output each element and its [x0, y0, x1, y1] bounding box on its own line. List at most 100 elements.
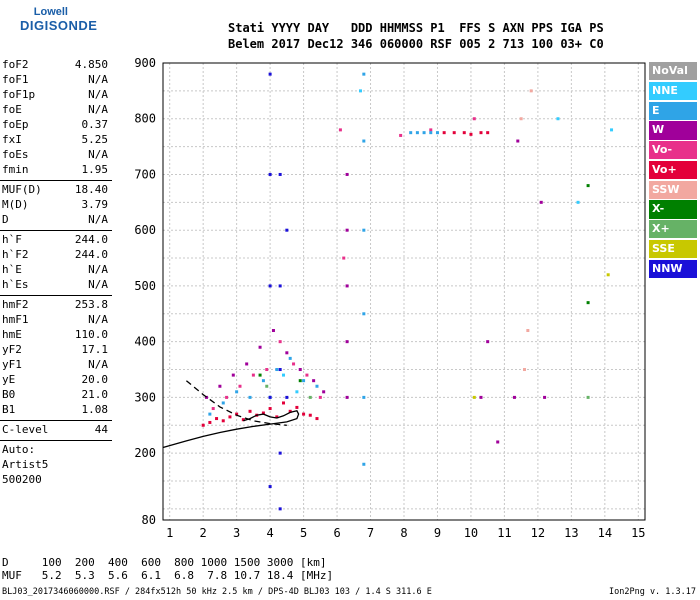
- point-nnw: [268, 284, 272, 288]
- param-row: foE N/A: [0, 103, 112, 118]
- param-separator: [0, 180, 112, 181]
- point-sse: [606, 273, 610, 277]
- param-key: Artist5: [2, 458, 49, 471]
- point-w: [218, 384, 222, 388]
- legend-item-x-: X-: [649, 200, 697, 219]
- point-vo-: [268, 407, 272, 411]
- digisonde-logo: Lowell DIGISONDE: [2, 6, 97, 46]
- point-vo-: [208, 420, 212, 424]
- y-tick-label: 200: [134, 446, 156, 460]
- param-key: fxI: [2, 133, 22, 146]
- file-info: BLJ03_2017346060000.RSF / 284fx512h 50 k…: [2, 587, 432, 597]
- x-tick-label: 8: [400, 526, 407, 540]
- x-tick-label: 11: [497, 526, 511, 540]
- x-tick-label: 13: [564, 526, 578, 540]
- point-nnw: [268, 395, 272, 399]
- point-vo-: [215, 417, 219, 421]
- point-x-: [258, 373, 262, 377]
- x-tick-label: 7: [367, 526, 374, 540]
- point-nnw: [278, 451, 282, 455]
- point-vo-: [278, 340, 282, 344]
- point-vo-: [308, 413, 312, 417]
- point-vo-: [241, 418, 245, 422]
- point-w: [516, 139, 520, 143]
- point-vo-: [238, 384, 242, 388]
- param-value: N/A: [88, 103, 108, 116]
- point-nnw: [278, 284, 282, 288]
- param-row: h`F 244.0: [0, 233, 112, 248]
- legend-item-e: E: [649, 101, 697, 120]
- param-value: 1.08: [81, 403, 109, 416]
- param-row: Auto:: [0, 443, 112, 458]
- point-vo-: [462, 131, 466, 135]
- profile-solid: [162, 410, 300, 449]
- point-vo-: [225, 395, 229, 399]
- muf-table: D 100 200 400 600 800 1000 1500 3000 [km…: [2, 556, 333, 582]
- point-nnw: [278, 172, 282, 176]
- point-w: [258, 345, 262, 349]
- point-vo-: [292, 362, 296, 366]
- param-row: h`Es N/A: [0, 278, 112, 293]
- point-vo-: [248, 409, 252, 413]
- param-value: N/A: [88, 148, 108, 161]
- param-row: B1 1.08: [0, 403, 112, 418]
- point-x-: [298, 379, 302, 383]
- param-value: 17.1: [81, 343, 109, 356]
- point-e: [362, 72, 366, 76]
- param-key: hmF2: [2, 298, 29, 311]
- point-w: [496, 440, 500, 444]
- point-vo-: [399, 133, 403, 137]
- point-w: [285, 351, 289, 355]
- param-key: foF1p: [2, 88, 36, 101]
- point-vo-: [275, 415, 279, 419]
- param-row: 500200: [0, 473, 112, 488]
- header-line1: Stati YYYY DAY DDD HHMMSS P1 FFS S AXN P…: [228, 21, 604, 35]
- point-e: [362, 228, 366, 232]
- plot-frame: [162, 62, 646, 521]
- y-tick-label: 900: [134, 56, 156, 70]
- point-nnw: [285, 395, 289, 399]
- param-row: foF2 4.850: [0, 58, 112, 73]
- point-vo-: [295, 405, 299, 409]
- param-key: yF2: [2, 343, 22, 356]
- param-value: 244.0: [74, 233, 108, 246]
- point-vo-: [302, 412, 306, 416]
- param-key: yF1: [2, 358, 22, 371]
- param-value: N/A: [88, 278, 108, 291]
- point-w: [512, 395, 516, 399]
- param-row: yF1 N/A: [0, 358, 112, 373]
- point-vo-: [442, 131, 446, 135]
- param-key: foF2: [2, 58, 29, 71]
- param-key: h`E: [2, 263, 22, 276]
- point-x-: [265, 384, 269, 388]
- parameters-panel: foF2 4.850 foF1 N/A foF1p N/A foE N/A foEp 0.37 fx…: [0, 58, 112, 488]
- point-nne: [576, 200, 580, 204]
- param-key: foE: [2, 103, 22, 116]
- legend-item-vo-: Vo-: [649, 141, 697, 160]
- point-w: [312, 379, 316, 383]
- point-vo-: [472, 117, 476, 121]
- param-key: h`Es: [2, 278, 29, 291]
- legend-item-ssw: SSW: [649, 180, 697, 199]
- param-key: Auto:: [2, 443, 36, 456]
- param-key: M(D): [2, 198, 29, 211]
- param-key: h`F2: [2, 248, 29, 261]
- param-separator: [0, 230, 112, 231]
- point-e: [362, 395, 366, 399]
- point-vo-: [342, 256, 346, 260]
- x-tick-label: 3: [233, 526, 240, 540]
- param-row: D N/A: [0, 213, 112, 228]
- point-e: [208, 412, 212, 416]
- param-value: 18.40: [74, 183, 108, 196]
- param-row: fxI 5.25: [0, 133, 112, 148]
- x-tick-label: 2: [200, 526, 207, 540]
- point-nnw: [268, 172, 272, 176]
- chart-lines: [162, 380, 300, 449]
- x-tick-label: 9: [434, 526, 441, 540]
- param-row: hmF1 N/A: [0, 313, 112, 328]
- param-separator: [0, 440, 112, 441]
- point-nnw: [268, 485, 272, 489]
- chart-grid: [163, 62, 645, 520]
- param-row: MUF(D) 18.40: [0, 183, 112, 198]
- point-e: [362, 312, 366, 316]
